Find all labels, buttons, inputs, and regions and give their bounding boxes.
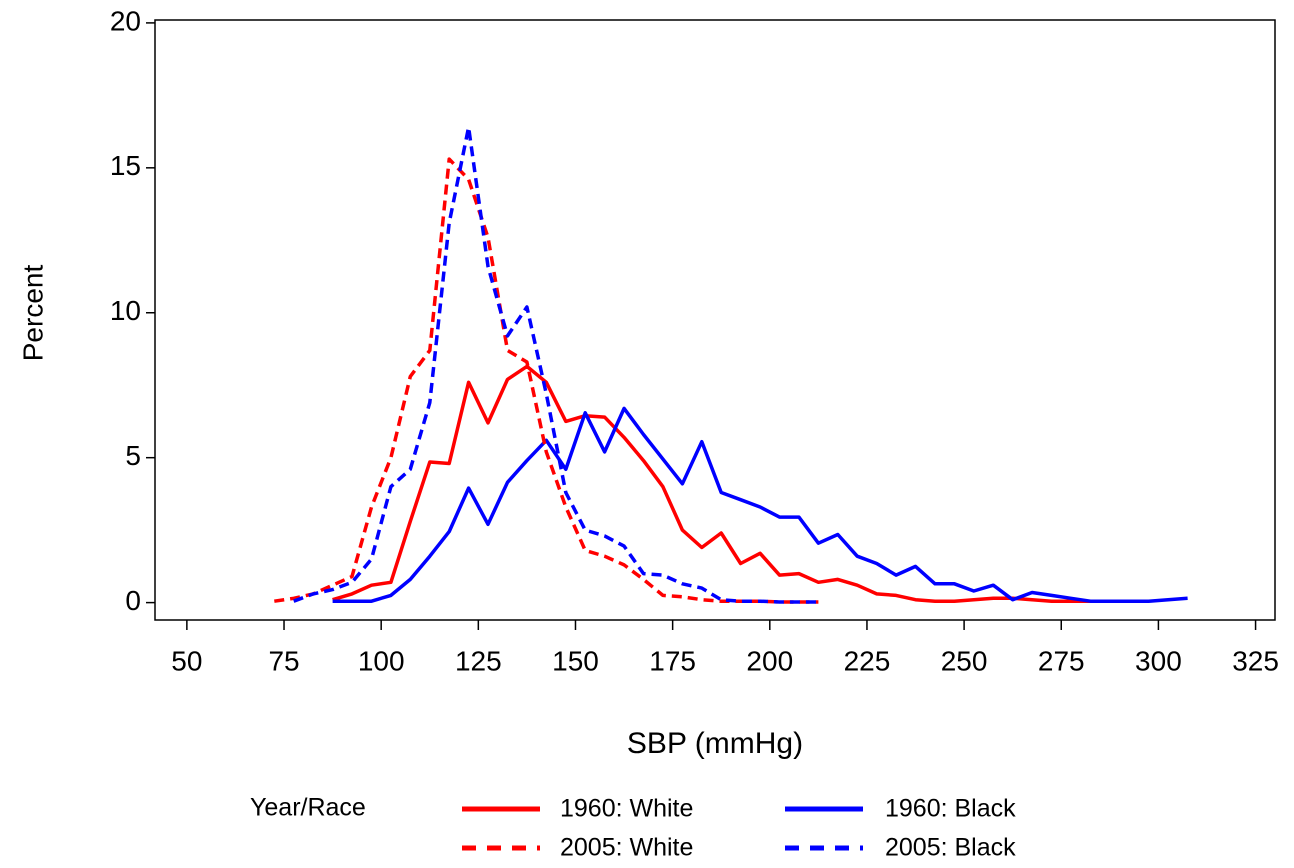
x-axis-label: SBP (mmHg): [627, 727, 803, 760]
x-tick-label: 100: [358, 645, 405, 676]
plot-frame: [154, 19, 1276, 621]
x-tick-label: 325: [1232, 645, 1279, 676]
y-tick-label: 15: [110, 150, 141, 181]
y-tick-label: 20: [110, 5, 141, 36]
legend-label: 2005: White: [560, 834, 693, 862]
legend-label: 2005: Black: [885, 834, 1016, 862]
series-line: [332, 364, 1149, 603]
x-tick-label: 200: [746, 645, 793, 676]
x-tick-label: 275: [1038, 645, 1085, 676]
y-tick-label: 5: [125, 440, 141, 471]
y-tick-label: 0: [125, 585, 141, 616]
x-tick-label: 300: [1135, 645, 1182, 676]
x-tick-label: 175: [649, 645, 696, 676]
x-tick-label: 250: [941, 645, 988, 676]
x-tick-label: 75: [268, 645, 299, 676]
y-tick-label: 10: [110, 295, 141, 326]
legend-label: 1960: White: [560, 795, 693, 823]
series-line: [293, 125, 819, 604]
x-tick-label: 50: [171, 645, 202, 676]
legend-title: Year/Race: [250, 794, 366, 822]
y-axis-label: Percent: [17, 265, 48, 362]
x-tick-label: 225: [844, 645, 891, 676]
legend-label: 1960: Black: [885, 795, 1016, 823]
series-line: [332, 406, 1188, 603]
x-tick-label: 150: [552, 645, 599, 676]
x-tick-label: 125: [455, 645, 502, 676]
